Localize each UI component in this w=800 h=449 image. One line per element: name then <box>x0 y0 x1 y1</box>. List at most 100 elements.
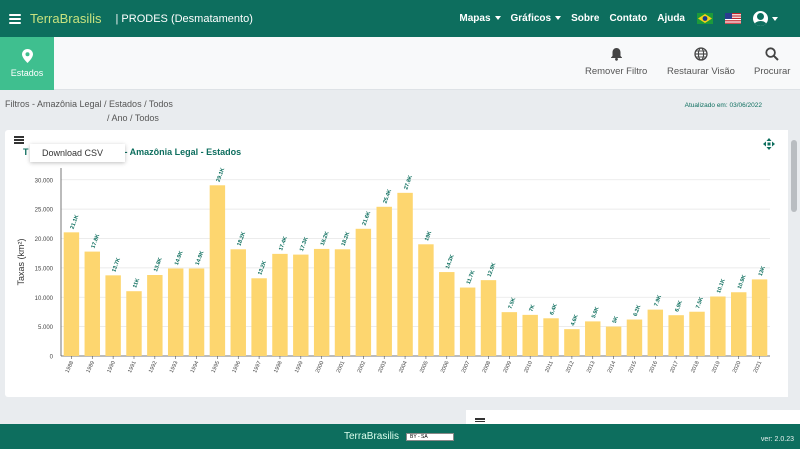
restaurar-visao-button[interactable]: Restaurar Visão <box>667 45 735 77</box>
bar <box>731 292 747 356</box>
bar-data-label: 7.5K <box>508 297 518 310</box>
y-tick-label: 0 <box>50 355 54 361</box>
bar-data-label: 17.4K <box>278 236 289 252</box>
estados-button[interactable]: Estados <box>0 37 54 90</box>
bar-data-label: 11.7K <box>466 270 477 286</box>
license-badge[interactable]: BY - SA <box>406 433 454 441</box>
chart-card: 0 5.000 10.000 15.000 20.000 25.000 30.000 Taxa… <box>5 130 800 397</box>
bar <box>564 329 580 356</box>
nav-mapas[interactable]: Mapas <box>459 13 501 24</box>
bar-data-label: 6.9K <box>674 300 684 313</box>
bar <box>251 278 267 356</box>
x-tick-label: 2008 <box>482 360 493 374</box>
bar <box>105 275 121 356</box>
x-tick-label: 2006 <box>440 360 451 374</box>
y-tick-label: 20.000 <box>35 237 54 243</box>
bar-data-label: 10.9K <box>737 274 748 290</box>
bar-data-label: 14.3K <box>445 254 456 270</box>
bar-data-label: 13.2K <box>257 260 268 276</box>
x-tick-label: 2002 <box>357 360 368 374</box>
x-tick-label: 2009 <box>503 360 514 374</box>
bar <box>293 254 309 356</box>
bar-data-label: 21.1K <box>70 214 81 230</box>
page-scrollbar[interactable] <box>788 130 800 425</box>
nav-sobre[interactable]: Sobre <box>571 13 600 24</box>
nav-contato[interactable]: Contato <box>609 13 648 24</box>
bar <box>209 185 226 356</box>
x-tick-label: 1992 <box>148 360 159 374</box>
bar-data-label: 18.2K <box>341 231 352 247</box>
bar <box>689 311 705 356</box>
x-tick-label: 1993 <box>169 360 180 374</box>
procurar-label: Procurar <box>754 66 791 77</box>
chart-menu-icon[interactable] <box>14 136 24 144</box>
x-tick-label: 2004 <box>398 360 409 374</box>
brazil-flag-icon[interactable] <box>697 13 713 24</box>
bar <box>522 314 538 356</box>
bar <box>459 287 476 356</box>
remover-filtro-button[interactable]: Remover Filtro <box>585 45 647 77</box>
chevron-down-icon <box>494 16 501 21</box>
bar <box>147 275 163 356</box>
bar-data-label: 5K <box>612 316 620 325</box>
download-csv-menu-item[interactable]: Download CSV <box>30 144 125 162</box>
bar <box>626 319 643 356</box>
x-tick-label: 1996 <box>231 360 242 374</box>
bar-data-label: 13.8K <box>153 257 164 273</box>
user-account-menu[interactable] <box>753 11 778 26</box>
y-axis-label: Taxas (km²) <box>16 238 26 285</box>
x-tick-label: 2016 <box>649 360 660 374</box>
user-avatar-icon <box>753 11 768 26</box>
x-tick-label: 2005 <box>419 360 430 374</box>
hamburger-menu-icon[interactable] <box>9 13 21 24</box>
bar <box>188 268 205 356</box>
second-chart-card <box>466 410 800 425</box>
bar-data-label: 17.8K <box>91 233 102 249</box>
y-tick-label: 30.000 <box>35 178 54 184</box>
bar-data-label: 27.8K <box>403 175 414 191</box>
x-tick-label: 2013 <box>586 360 597 374</box>
bar-data-label: 13K <box>758 266 767 278</box>
x-tick-label: 2003 <box>377 360 388 374</box>
chevron-down-icon <box>555 16 562 21</box>
x-tick-label: 2019 <box>711 360 722 374</box>
bar <box>710 296 726 356</box>
x-tick-label: 1995 <box>211 360 222 374</box>
bar-data-label: 14.9K <box>195 250 206 266</box>
bar-data-label: 14.9K <box>174 250 185 266</box>
bar <box>63 232 80 356</box>
y-tick-label: 25.000 <box>35 208 54 214</box>
footer-brand: TerraBrasilis <box>344 431 400 442</box>
bar <box>334 249 351 356</box>
scrollbar-thumb[interactable] <box>791 140 797 212</box>
nav-graficos[interactable]: Gráficos <box>511 13 562 24</box>
x-tick-label: 2011 <box>544 360 554 373</box>
procurar-button[interactable]: Procurar <box>754 45 790 77</box>
bar <box>126 291 142 356</box>
x-tick-label: 2001 <box>336 360 347 374</box>
bar <box>668 315 684 356</box>
x-tick-label: 1998 <box>273 360 284 374</box>
bar-data-label: 10.1K <box>716 278 727 294</box>
bar-data-label: 13.7K <box>111 257 122 273</box>
bar <box>397 192 413 356</box>
usa-flag-icon[interactable] <box>725 13 741 24</box>
bar <box>376 206 392 356</box>
bar-data-label: 29.1K <box>216 167 227 183</box>
bar <box>501 312 518 356</box>
bar <box>355 228 372 356</box>
restaurar-visao-label: Restaurar Visão <box>667 66 735 77</box>
filter-line-2: / Ano / Todos <box>107 113 159 123</box>
expand-icon[interactable] <box>763 138 775 150</box>
bar-data-label: 7.9K <box>654 294 664 307</box>
nav-ajuda[interactable]: Ajuda <box>657 13 685 24</box>
bar <box>313 248 330 356</box>
bar <box>272 253 288 356</box>
estados-label: Estados <box>10 68 44 78</box>
brand-logo[interactable]: TerraBrasilis <box>30 11 102 26</box>
bar-data-label: 6.4K <box>549 303 559 316</box>
remover-filtro-label: Remover Filtro <box>585 66 648 77</box>
toolbar: Estados Remover Filtro Restaurar Visão <box>0 37 800 90</box>
x-tick-label: 1990 <box>106 360 117 374</box>
